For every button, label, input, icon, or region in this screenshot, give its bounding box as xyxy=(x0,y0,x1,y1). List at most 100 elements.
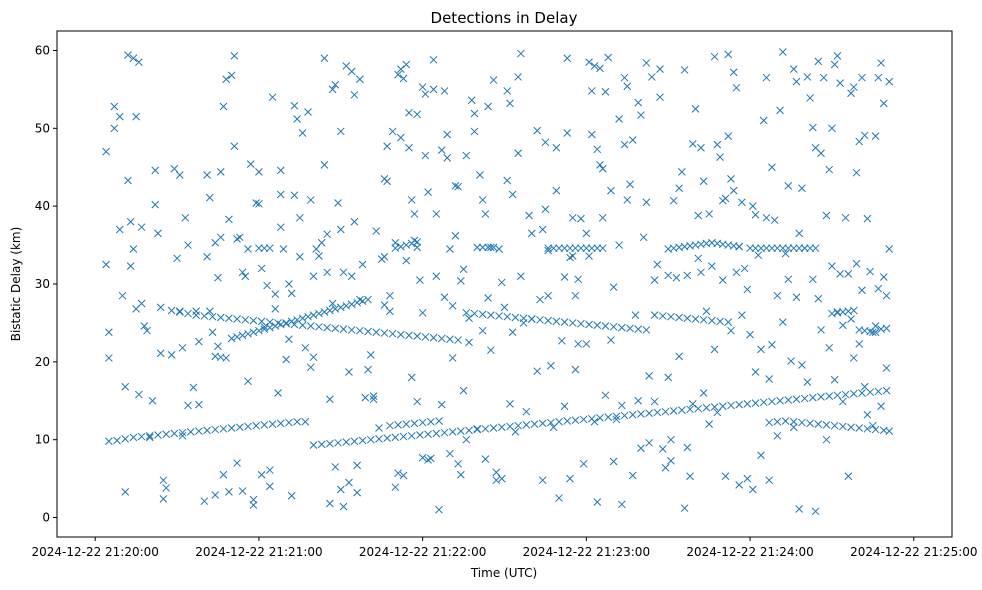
data-point xyxy=(841,213,850,222)
data-point xyxy=(102,260,110,269)
data-point xyxy=(200,312,209,320)
y-tick-label: 50 xyxy=(35,121,50,135)
data-point xyxy=(356,75,364,84)
data-point xyxy=(803,73,812,81)
data-point xyxy=(683,271,692,280)
data-point xyxy=(304,312,312,321)
data-point xyxy=(555,417,563,426)
data-point xyxy=(751,399,760,407)
data-point xyxy=(489,424,498,432)
data-point xyxy=(607,186,615,195)
data-point xyxy=(587,244,596,253)
data-point xyxy=(593,145,602,154)
data-point xyxy=(418,453,427,462)
data-point xyxy=(260,421,269,429)
data-point xyxy=(478,310,487,319)
data-point xyxy=(175,308,184,316)
data-point xyxy=(536,315,544,324)
data-point xyxy=(882,364,891,372)
data-point xyxy=(847,89,855,98)
data-point xyxy=(729,186,738,195)
data-point xyxy=(609,322,618,331)
data-point xyxy=(440,293,449,302)
data-point xyxy=(710,52,719,61)
data-point xyxy=(306,322,315,330)
data-point xyxy=(710,345,719,354)
data-point xyxy=(527,315,536,323)
data-point xyxy=(811,507,820,516)
data-point xyxy=(421,151,430,160)
data-point xyxy=(178,343,187,352)
data-point xyxy=(265,482,274,491)
data-point xyxy=(541,205,550,214)
data-point xyxy=(718,402,727,411)
data-point xyxy=(792,395,801,404)
data-point xyxy=(195,400,203,409)
data-point xyxy=(669,196,678,205)
data-point xyxy=(571,244,580,253)
data-point xyxy=(555,494,563,502)
data-point xyxy=(265,318,274,326)
data-point xyxy=(874,284,883,293)
data-point xyxy=(413,332,422,341)
data-point xyxy=(432,429,441,438)
data-point xyxy=(650,276,659,284)
data-point xyxy=(358,260,367,269)
data-point xyxy=(413,238,422,246)
data-point xyxy=(476,171,484,179)
data-point xyxy=(216,313,225,322)
data-point xyxy=(151,166,160,175)
data-point xyxy=(265,244,274,253)
data-point xyxy=(407,196,416,204)
data-point xyxy=(768,340,776,349)
data-point xyxy=(487,311,495,319)
data-point xyxy=(334,199,342,207)
data-point xyxy=(383,177,392,186)
data-point xyxy=(274,389,282,397)
data-point xyxy=(773,431,782,440)
data-point xyxy=(484,243,492,252)
data-point xyxy=(399,471,408,480)
data-point xyxy=(467,96,476,105)
data-point xyxy=(255,168,263,176)
data-point xyxy=(222,75,231,84)
data-point xyxy=(145,433,154,442)
data-point xyxy=(626,324,634,333)
data-point xyxy=(309,272,318,281)
data-point xyxy=(642,198,651,207)
data-point xyxy=(124,176,132,185)
data-point xyxy=(699,315,708,324)
data-point xyxy=(757,451,765,460)
data-point xyxy=(192,311,201,319)
data-point xyxy=(637,410,645,418)
data-point xyxy=(549,244,558,253)
data-point xyxy=(705,210,714,218)
data-point xyxy=(563,417,572,425)
data-point xyxy=(347,300,356,309)
data-point xyxy=(656,65,664,73)
data-point xyxy=(156,303,165,312)
data-point xyxy=(839,422,847,431)
data-point xyxy=(326,439,334,448)
data-point xyxy=(402,60,411,69)
data-point xyxy=(383,142,392,151)
data-point xyxy=(456,470,465,479)
data-point xyxy=(781,249,790,258)
data-point xyxy=(552,317,561,326)
data-point xyxy=(443,130,452,139)
data-point xyxy=(617,401,626,410)
y-tick-label: 0 xyxy=(42,511,50,525)
data-point xyxy=(470,309,479,318)
data-point xyxy=(312,245,321,253)
data-point xyxy=(465,426,473,435)
data-point xyxy=(255,244,263,253)
data-point xyxy=(184,401,192,410)
data-point xyxy=(514,149,522,158)
data-point xyxy=(405,108,413,117)
data-point xyxy=(822,421,831,429)
data-point xyxy=(519,314,528,323)
data-point xyxy=(418,418,427,427)
data-point xyxy=(590,62,599,70)
data-point xyxy=(757,345,765,354)
data-point xyxy=(866,388,874,397)
